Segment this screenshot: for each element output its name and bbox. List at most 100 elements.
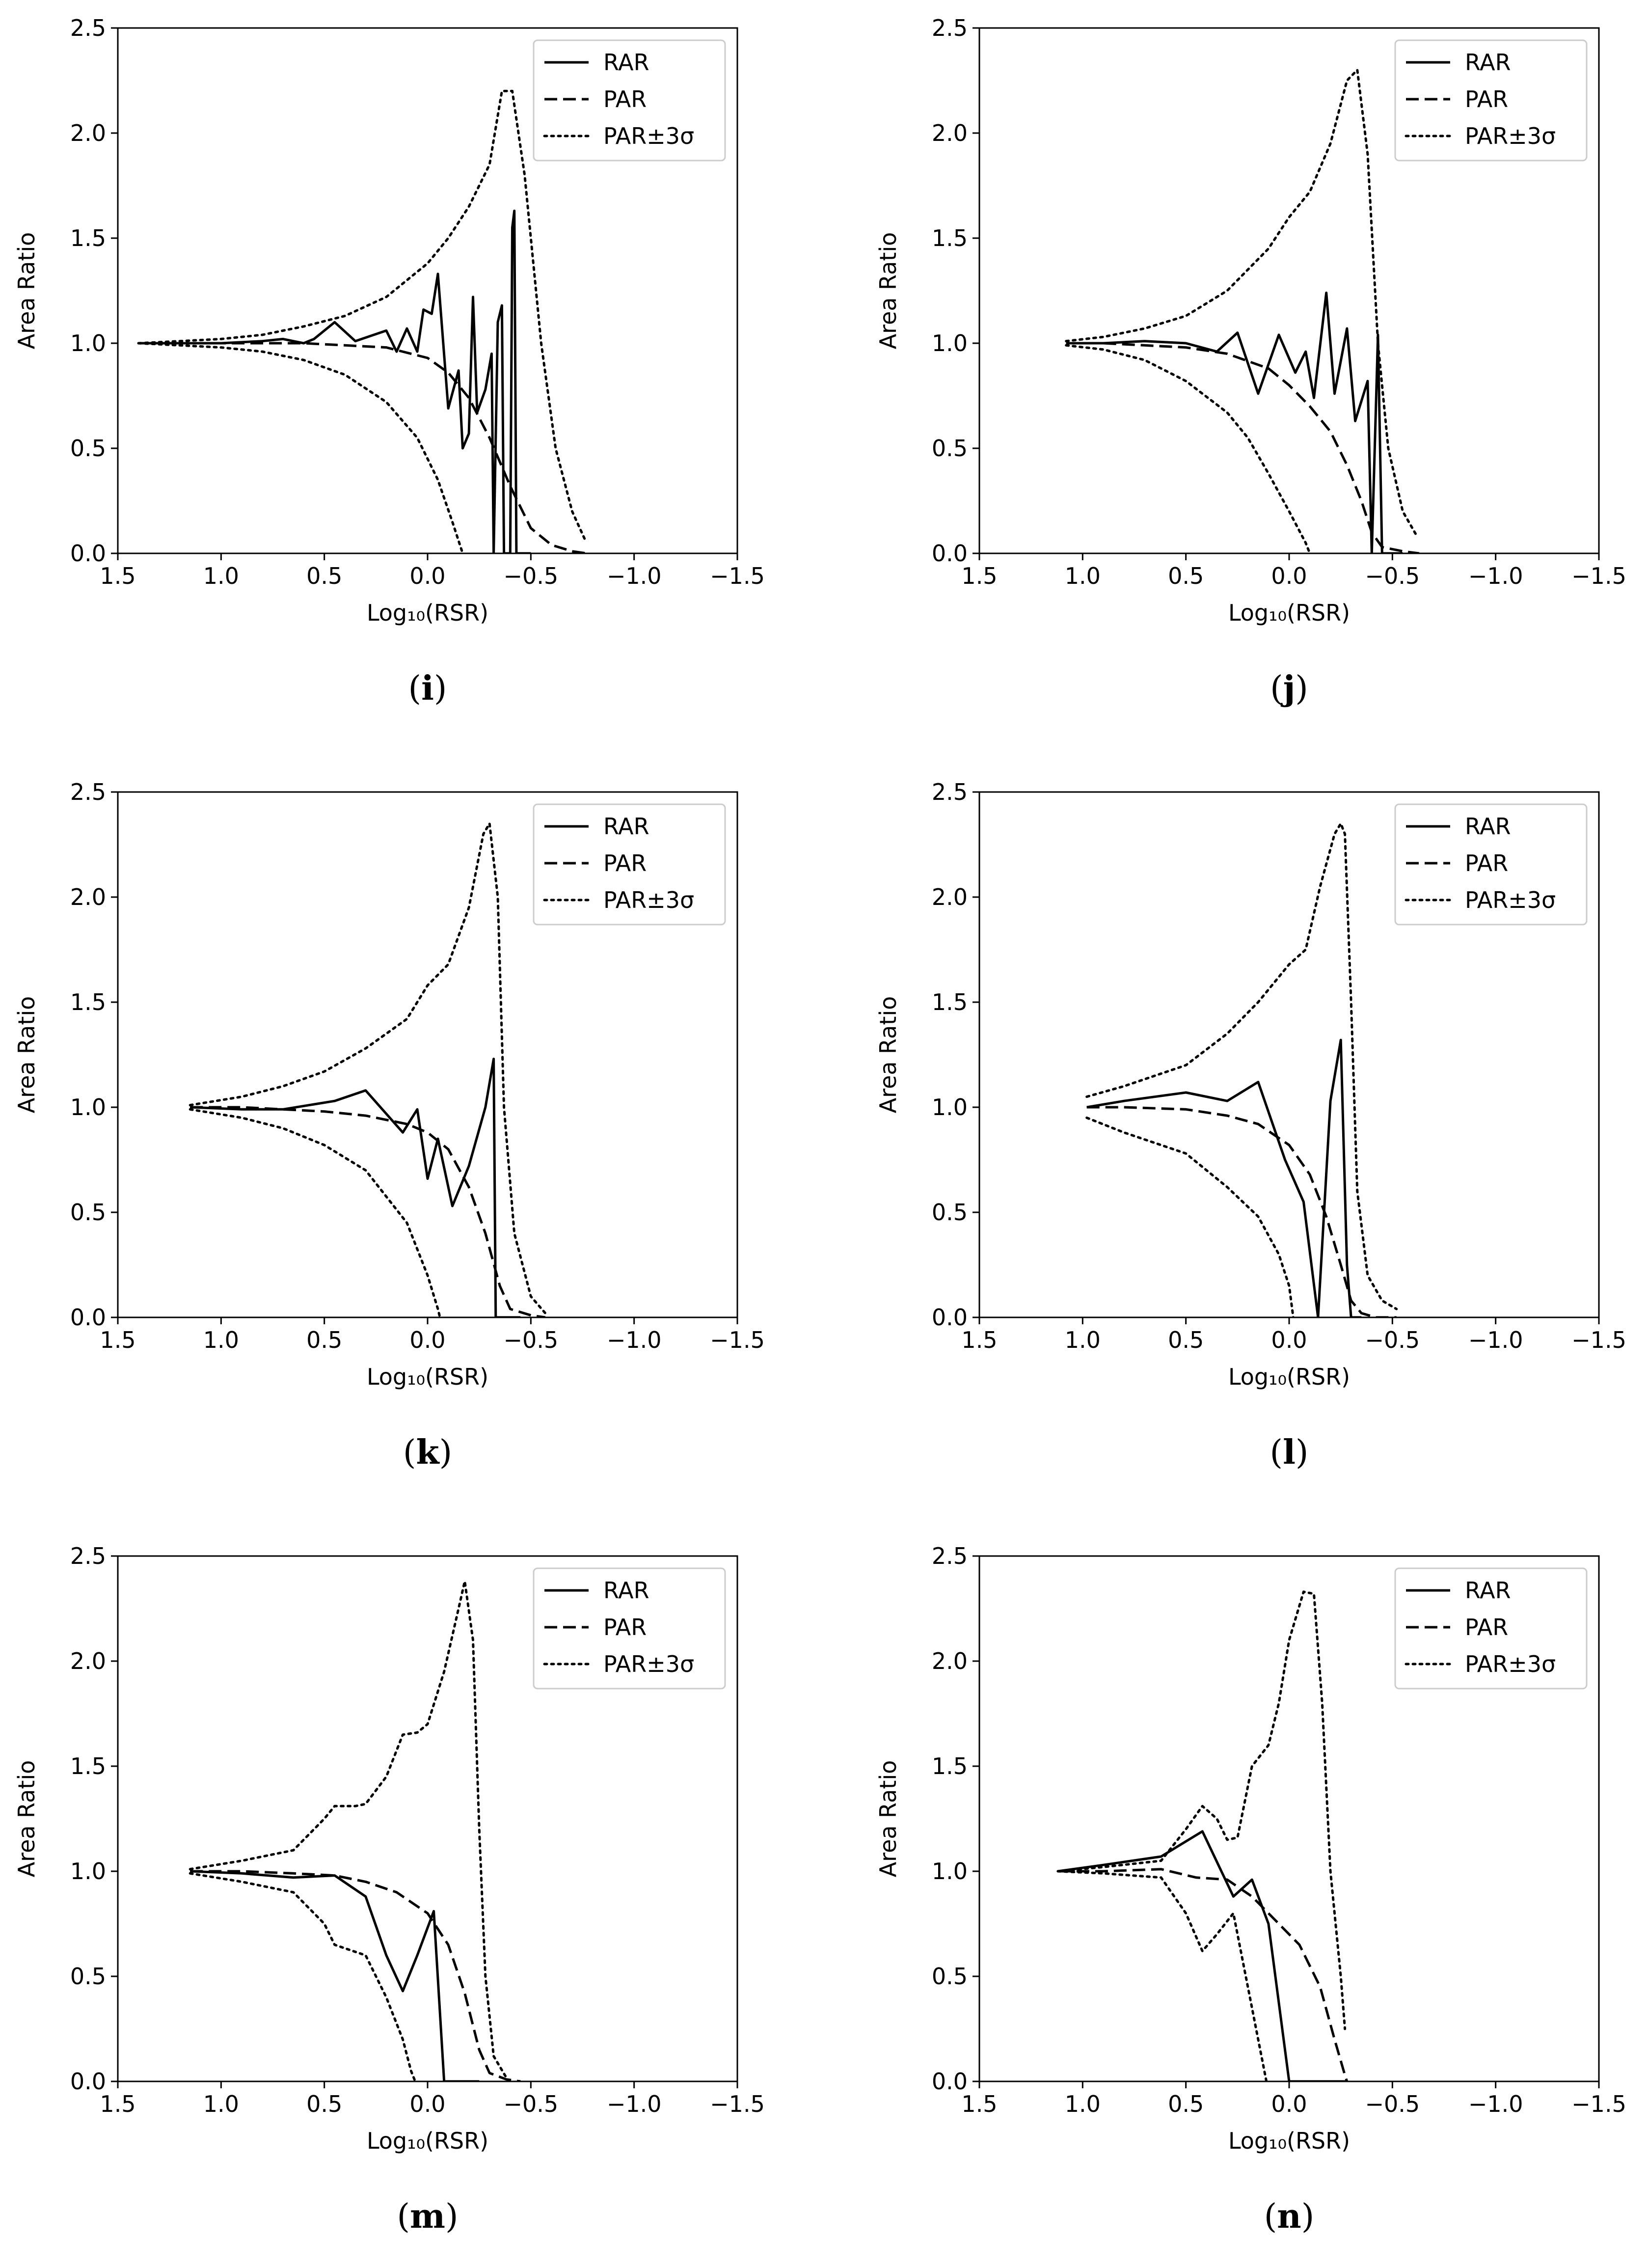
x-tick-label: −1.5 <box>710 1327 765 1353</box>
chart-panel-l: 1.5 1.0 0.5 0.0 −0.5 −1.0 −1.5 0.0 0.5 1.0 1.5 2.0 2… <box>875 779 1626 1472</box>
legend-label: PAR <box>1465 1614 1508 1640</box>
panel-label: (m) <box>397 2197 458 2236</box>
x-tick-label: 1.5 <box>100 563 135 589</box>
y-tick-label: 0.5 <box>932 1199 968 1226</box>
x-tick-label: 0.5 <box>1168 1327 1204 1353</box>
legend-label: RAR <box>1465 813 1511 840</box>
y-axis-label: Area Ratio <box>13 996 40 1114</box>
x-tick-label: 1.0 <box>203 2091 239 2117</box>
y-tick-label: 2.0 <box>932 120 968 146</box>
legend: RAR PAR PAR±3σ <box>533 803 726 926</box>
panel-letter: l <box>1283 1433 1296 1472</box>
series-line-par-3 <box>1065 69 1419 538</box>
series-line-par-3-lower <box>137 342 464 553</box>
y-tick-label: 0.5 <box>70 1963 106 1990</box>
legend: RAR PAR PAR±3σ <box>1394 1567 1588 1690</box>
y-tick-label: 1.0 <box>70 330 106 356</box>
series-line-par <box>138 342 587 553</box>
legend-label: RAR <box>603 49 649 76</box>
legend-label: RAR <box>603 1577 649 1604</box>
x-tick-label: −0.5 <box>503 563 558 589</box>
legend-label: PAR±3σ <box>1465 123 1556 149</box>
legend-label: PAR <box>603 850 647 876</box>
x-tick-label: 0.0 <box>1271 2091 1307 2117</box>
y-tick-label: 0.5 <box>70 435 106 462</box>
y-tick-label: 0.0 <box>70 2068 106 2095</box>
series-line-par <box>190 1106 546 1317</box>
series-line-par-3 <box>1056 1590 1347 2030</box>
y-tick-label: 2.5 <box>932 15 968 41</box>
y-tick-label: 0.0 <box>70 540 106 567</box>
series-line-par-3-lower <box>1085 1116 1295 1317</box>
y-axis-label: Area Ratio <box>13 1760 40 1878</box>
legend-label: PAR±3σ <box>1465 1651 1556 1677</box>
legend-label: PAR <box>1465 86 1508 112</box>
y-tick-label: 1.0 <box>70 1858 106 1885</box>
panel-label: (k) <box>403 1433 452 1472</box>
x-tick-label: 1.5 <box>961 1327 997 1353</box>
y-tick-label: 2.5 <box>932 1543 968 1569</box>
legend-box <box>1394 803 1588 926</box>
x-tick-label: 1.0 <box>1065 2091 1101 2117</box>
x-axis-label: Log₁₀(RSR) <box>1228 1364 1350 1390</box>
series-line-rar <box>190 1870 480 2081</box>
panel-label: (l) <box>1270 1433 1309 1472</box>
series-line-par-3 <box>1085 822 1398 1311</box>
x-tick-label: 0.0 <box>1271 563 1307 589</box>
series-line-par <box>1086 1106 1397 1317</box>
chart-panels: 1.5 1.0 0.5 0.0 −0.5 −1.0 −1.5 0.0 0.5 1.0 1.5 2.0 2… <box>13 15 1626 2236</box>
x-tick-label: −1.0 <box>607 1327 662 1353</box>
x-tick-label: 1.0 <box>1065 563 1101 589</box>
legend-label: PAR±3σ <box>603 123 694 149</box>
panel-label: (n) <box>1264 2197 1315 2236</box>
x-tick-label: −0.5 <box>1365 563 1420 589</box>
series-line-par-3 <box>189 822 547 1314</box>
x-tick-label: 0.5 <box>1168 563 1204 589</box>
x-tick-label: 0.0 <box>409 563 445 589</box>
series-line-par <box>1057 1868 1349 2081</box>
x-tick-label: 1.0 <box>203 1327 239 1353</box>
legend-box <box>533 803 726 926</box>
series-line-rar <box>1086 1038 1362 1317</box>
legend-label: PAR±3σ <box>603 1651 694 1677</box>
x-tick-label: 1.5 <box>100 2091 135 2117</box>
y-tick-label: 1.5 <box>932 1753 968 1779</box>
x-tick-label: 1.5 <box>961 563 997 589</box>
y-tick-label: 0.0 <box>70 1304 106 1331</box>
x-tick-label: 0.0 <box>409 2091 445 2117</box>
x-axis-label: Log₁₀(RSR) <box>1228 2128 1350 2154</box>
y-tick-label: 1.0 <box>70 1094 106 1120</box>
legend: RAR PAR PAR±3σ <box>1394 39 1588 162</box>
x-tick-label: −0.5 <box>503 1327 558 1353</box>
legend-label: PAR <box>603 86 647 112</box>
legend: RAR PAR PAR±3σ <box>533 39 726 162</box>
x-tick-label: 0.0 <box>409 1327 445 1353</box>
y-tick-label: 2.0 <box>932 1648 968 1674</box>
y-axis-label: Area Ratio <box>875 1760 901 1878</box>
y-axis-label: Area Ratio <box>13 232 40 350</box>
x-axis-label: Log₁₀(RSR) <box>1228 600 1350 626</box>
x-tick-label: −1.0 <box>607 2091 662 2117</box>
panel-label: (i) <box>408 669 447 708</box>
x-axis-label: Log₁₀(RSR) <box>367 1364 488 1390</box>
y-tick-label: 0.5 <box>932 435 968 462</box>
legend-label: PAR±3σ <box>603 887 694 913</box>
x-tick-label: 1.0 <box>203 563 239 589</box>
y-tick-label: 0.0 <box>932 540 968 567</box>
y-tick-label: 2.0 <box>70 1648 106 1674</box>
panel-label: (j) <box>1270 669 1308 708</box>
legend-box <box>533 1567 726 1690</box>
y-tick-label: 2.5 <box>70 779 106 805</box>
series-line-rar <box>1057 1830 1347 2081</box>
x-tick-label: −0.5 <box>1365 1327 1420 1353</box>
y-tick-label: 1.5 <box>70 1753 106 1779</box>
legend-label: RAR <box>603 813 649 840</box>
panel-letter: j <box>1280 669 1296 708</box>
series-line-par-3-lower <box>1065 344 1311 553</box>
legend-box <box>1394 39 1588 162</box>
y-tick-label: 2.0 <box>932 884 968 910</box>
panel-letter: k <box>416 1433 440 1472</box>
y-tick-label: 1.5 <box>932 989 968 1015</box>
series-line-par-3 <box>189 1580 508 2078</box>
